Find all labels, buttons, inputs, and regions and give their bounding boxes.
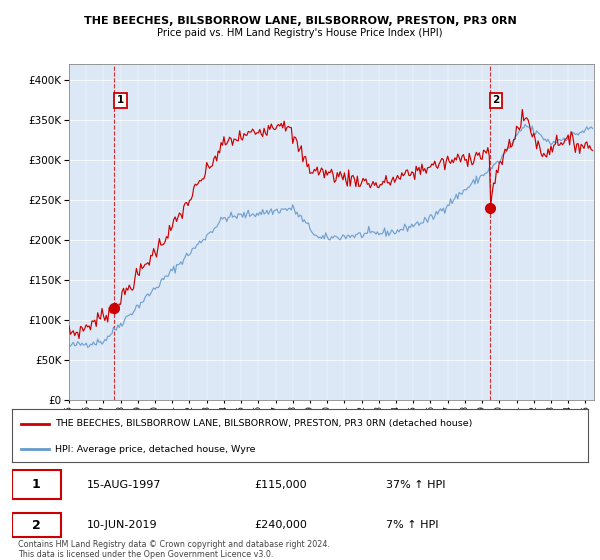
Text: 10-JUN-2019: 10-JUN-2019 bbox=[87, 520, 158, 530]
Text: THE BEECHES, BILSBORROW LANE, BILSBORROW, PRESTON, PR3 0RN (detached house): THE BEECHES, BILSBORROW LANE, BILSBORROW… bbox=[55, 419, 473, 428]
Text: 7% ↑ HPI: 7% ↑ HPI bbox=[386, 520, 439, 530]
FancyBboxPatch shape bbox=[12, 513, 61, 538]
Text: Price paid vs. HM Land Registry's House Price Index (HPI): Price paid vs. HM Land Registry's House … bbox=[157, 28, 443, 38]
Text: £115,000: £115,000 bbox=[254, 480, 307, 490]
Text: Contains HM Land Registry data © Crown copyright and database right 2024.
This d: Contains HM Land Registry data © Crown c… bbox=[18, 540, 330, 559]
Text: 15-AUG-1997: 15-AUG-1997 bbox=[87, 480, 161, 490]
Text: 2: 2 bbox=[32, 519, 41, 532]
Text: THE BEECHES, BILSBORROW LANE, BILSBORROW, PRESTON, PR3 0RN: THE BEECHES, BILSBORROW LANE, BILSBORROW… bbox=[83, 16, 517, 26]
Text: £240,000: £240,000 bbox=[254, 520, 307, 530]
Text: 2: 2 bbox=[492, 95, 500, 105]
Text: 37% ↑ HPI: 37% ↑ HPI bbox=[386, 480, 446, 490]
FancyBboxPatch shape bbox=[12, 470, 61, 500]
Text: HPI: Average price, detached house, Wyre: HPI: Average price, detached house, Wyre bbox=[55, 445, 256, 454]
Text: 1: 1 bbox=[32, 478, 41, 492]
Text: 1: 1 bbox=[117, 95, 124, 105]
